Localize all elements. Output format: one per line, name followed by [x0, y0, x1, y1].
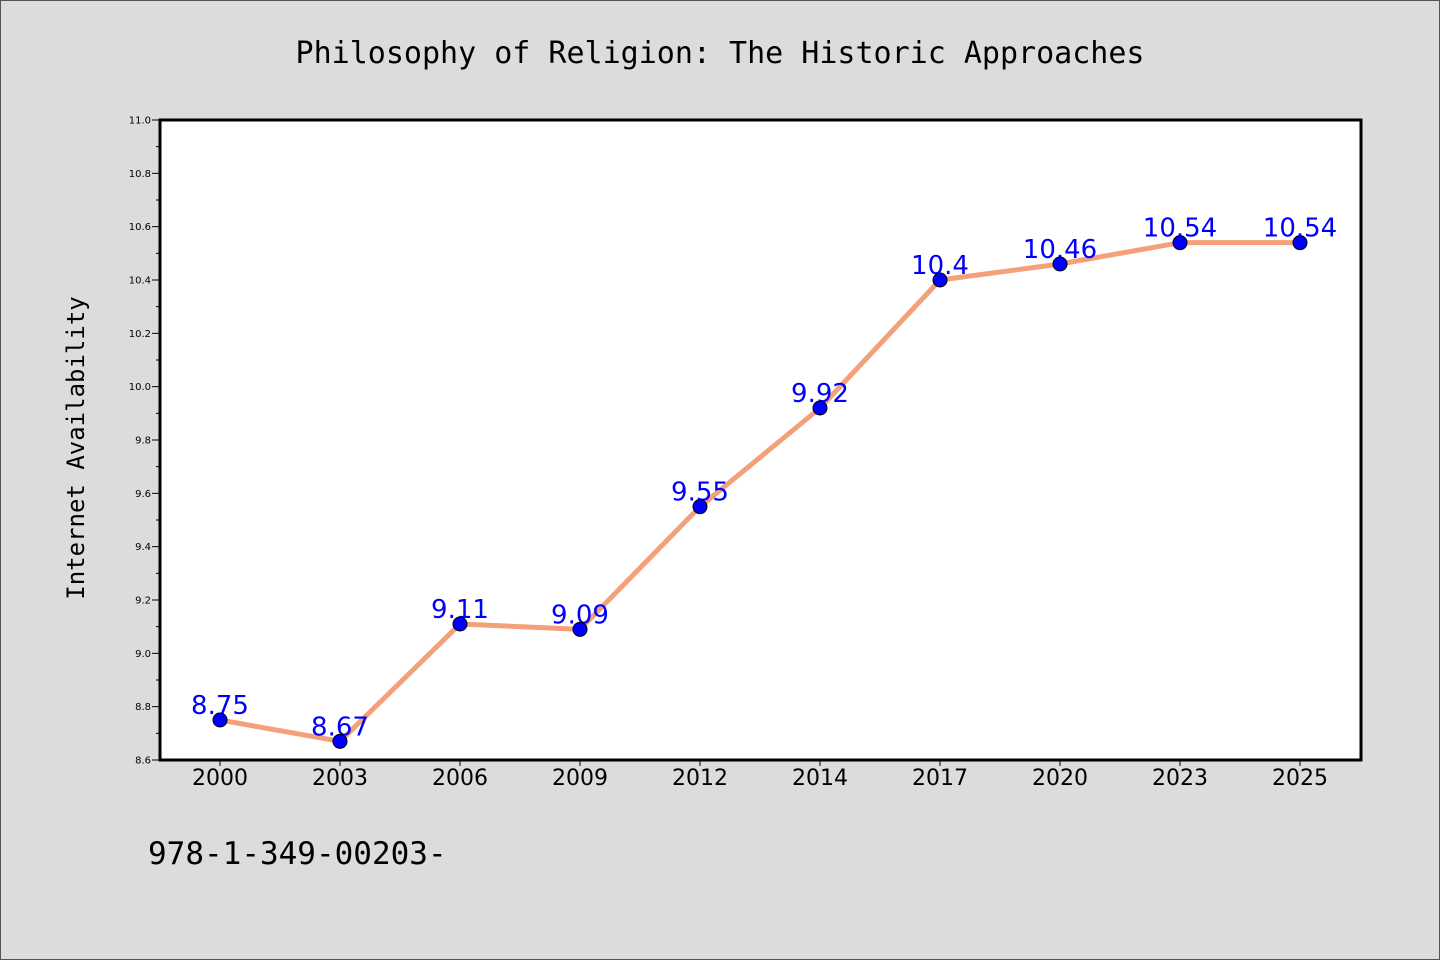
- y-tick-label: 10.6: [129, 222, 151, 233]
- footer-code: 978-1-349-00203-: [148, 836, 447, 872]
- data-point: [332, 733, 348, 749]
- y-tick-label: 9.2: [135, 596, 151, 607]
- y-tick-label: 11.0: [129, 116, 151, 127]
- plot-area: [158, 118, 1363, 762]
- chart-title: Philosophy of Religion: The Historic App…: [296, 36, 1145, 71]
- x-tick-label: 2006: [432, 766, 488, 791]
- y-axis-label: Internet Availability: [62, 296, 90, 599]
- y-tick-label: 8.8: [135, 702, 151, 713]
- y-tick-label: 9.6: [135, 489, 151, 500]
- x-tick-label: 2009: [552, 766, 608, 791]
- x-tick-label: 2023: [1152, 766, 1208, 791]
- data-point: [1292, 235, 1308, 251]
- y-tick-label: 8.6: [135, 756, 151, 767]
- data-point: [692, 499, 708, 515]
- data-point: [1172, 235, 1188, 251]
- x-tick-label: 2020: [1032, 766, 1088, 791]
- y-tick-label: 9.4: [135, 542, 151, 553]
- y-tick-label: 10.2: [129, 329, 151, 340]
- x-tick-label: 2017: [912, 766, 968, 791]
- y-tick-label: 10.8: [129, 169, 151, 180]
- data-point: [572, 621, 588, 637]
- data-point: [1052, 256, 1068, 272]
- y-tick-label: 9.0: [135, 649, 151, 660]
- y-axis-ticks: 8.6 8.8 9.0 9.2 9.4 9.6 9.8 10.0 10.2 10.4 10.6 10.…: [129, 116, 160, 767]
- series-line: [217, 240, 1303, 744]
- x-tick-label: 2003: [312, 766, 368, 791]
- y-tick-label: 10.4: [129, 276, 151, 287]
- y-tick-label: 10.0: [129, 382, 151, 393]
- x-tick-label: 2014: [792, 766, 848, 791]
- data-point: [932, 272, 948, 288]
- data-point: [812, 400, 828, 416]
- x-tick-label: 2025: [1272, 766, 1328, 791]
- x-tick-label: 2000: [192, 766, 248, 791]
- data-point: [212, 712, 228, 728]
- y-tick-label: 9.8: [135, 436, 151, 447]
- data-point: [452, 616, 468, 632]
- x-tick-label: 2012: [672, 766, 728, 791]
- x-axis-ticks: 2000 2003 2006 2009 2012 2014 2017 2020 2023 2025: [192, 760, 1328, 791]
